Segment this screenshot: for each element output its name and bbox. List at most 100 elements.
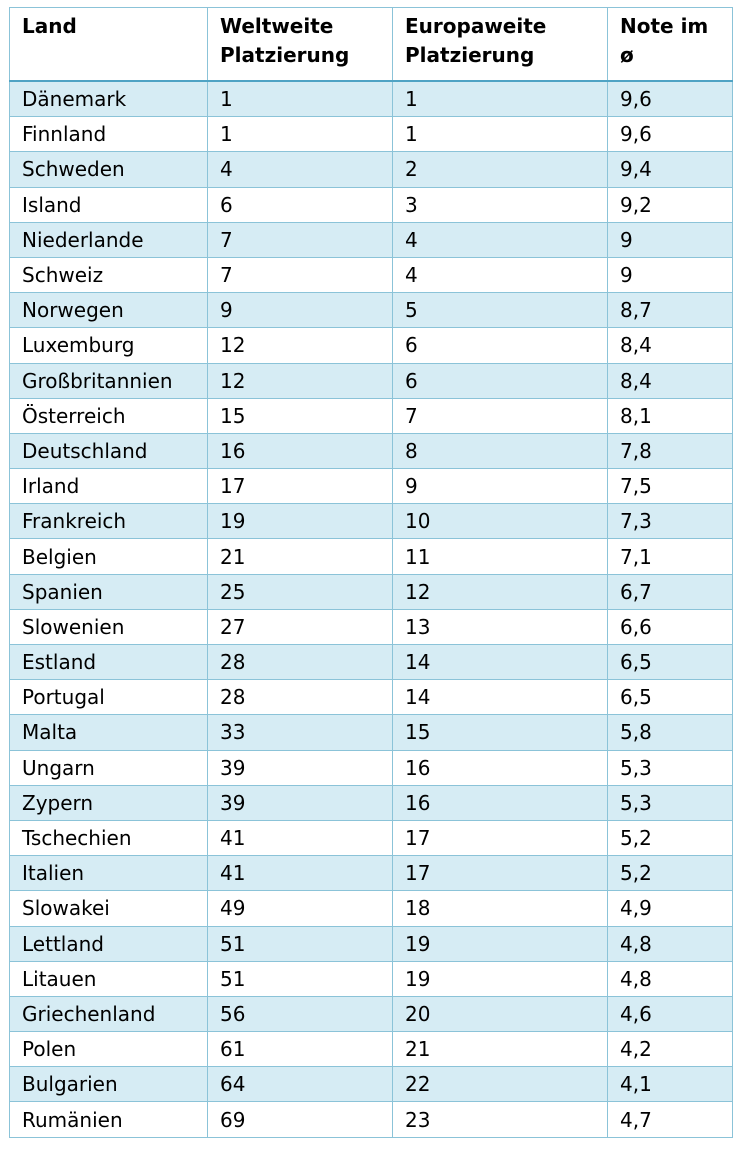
cell-weltweite-platzierung: 25	[207, 574, 393, 610]
cell-note: 4,6	[607, 996, 733, 1033]
cell-land: Spanien	[9, 574, 208, 610]
cell-weltweite-platzierung: 7	[207, 257, 393, 294]
cell-note: 7,5	[607, 468, 733, 505]
cell-weltweite-platzierung: 15	[207, 398, 393, 434]
cell-note: 8,7	[607, 292, 733, 329]
cell-weltweite-platzierung: 41	[207, 820, 393, 857]
cell-note: 9,6	[607, 81, 733, 118]
cell-europaweite-platzierung: 14	[392, 679, 608, 716]
cell-europaweite-platzierung: 12	[392, 574, 608, 610]
table-row: Island 6 3 9,2	[9, 187, 733, 223]
cell-land: Norwegen	[9, 292, 208, 329]
cell-weltweite-platzierung: 51	[207, 926, 393, 962]
cell-weltweite-platzierung: 64	[207, 1066, 393, 1103]
table-row: Portugal 28 14 6,5	[9, 679, 733, 716]
cell-europaweite-platzierung: 5	[392, 292, 608, 329]
cell-europaweite-platzierung: 15	[392, 714, 608, 751]
cell-europaweite-platzierung: 23	[392, 1101, 608, 1138]
cell-europaweite-platzierung: 3	[392, 187, 608, 223]
cell-weltweite-platzierung: 21	[207, 538, 393, 575]
cell-note: 7,3	[607, 503, 733, 540]
table-row: Frankreich 19 10 7,3	[9, 503, 733, 540]
cell-note: 5,2	[607, 855, 733, 892]
cell-note: 8,1	[607, 398, 733, 434]
table-row: Griechenland 56 20 4,6	[9, 996, 733, 1033]
cell-note: 6,5	[607, 679, 733, 716]
header-note: Note im ø	[607, 7, 733, 82]
cell-land: Polen	[9, 1031, 208, 1068]
cell-note: 4,8	[607, 961, 733, 997]
table-row: Dänemark 1 1 9,6	[9, 81, 733, 118]
cell-land: Österreich	[9, 398, 208, 434]
cell-land: Rumänien	[9, 1101, 208, 1138]
table-row: Italien 41 17 5,2	[9, 855, 733, 892]
cell-weltweite-platzierung: 51	[207, 961, 393, 997]
cell-weltweite-platzierung: 41	[207, 855, 393, 892]
cell-land: Ungarn	[9, 750, 208, 786]
cell-europaweite-platzierung: 6	[392, 363, 608, 399]
cell-europaweite-platzierung: 22	[392, 1066, 608, 1103]
cell-note: 5,2	[607, 820, 733, 857]
header-land: Land	[9, 7, 208, 82]
table-row: Luxemburg 12 6 8,4	[9, 327, 733, 364]
cell-europaweite-platzierung: 19	[392, 926, 608, 962]
cell-weltweite-platzierung: 33	[207, 714, 393, 751]
cell-weltweite-platzierung: 6	[207, 187, 393, 223]
table-row: Bulgarien 64 22 4,1	[9, 1066, 733, 1103]
cell-weltweite-platzierung: 12	[207, 327, 393, 364]
table-row: Deutschland 16 8 7,8	[9, 433, 733, 470]
table-row: Österreich 15 7 8,1	[9, 398, 733, 434]
table-row: Slowakei 49 18 4,9	[9, 890, 733, 927]
cell-note: 8,4	[607, 363, 733, 399]
cell-europaweite-platzierung: 7	[392, 398, 608, 434]
cell-weltweite-platzierung: 7	[207, 222, 393, 258]
table-row: Schweden 4 2 9,4	[9, 151, 733, 188]
cell-europaweite-platzierung: 17	[392, 820, 608, 857]
cell-europaweite-platzierung: 1	[392, 116, 608, 153]
cell-note: 9,4	[607, 151, 733, 188]
cell-weltweite-platzierung: 28	[207, 679, 393, 716]
cell-note: 4,1	[607, 1066, 733, 1103]
cell-land: Slowakei	[9, 890, 208, 927]
table-row: Norwegen 9 5 8,7	[9, 292, 733, 329]
cell-note: 5,3	[607, 785, 733, 821]
cell-note: 9	[607, 257, 733, 294]
table-row: Polen 61 21 4,2	[9, 1031, 733, 1068]
cell-europaweite-platzierung: 1	[392, 81, 608, 118]
cell-note: 7,8	[607, 433, 733, 470]
cell-europaweite-platzierung: 16	[392, 785, 608, 821]
cell-land: Italien	[9, 855, 208, 892]
cell-land: Niederlande	[9, 222, 208, 258]
header-europaweite-platzierung-text: Europaweite Platzierung	[405, 14, 547, 67]
cell-weltweite-platzierung: 9	[207, 292, 393, 329]
cell-land: Frankreich	[9, 503, 208, 540]
cell-weltweite-platzierung: 17	[207, 468, 393, 505]
cell-europaweite-platzierung: 21	[392, 1031, 608, 1068]
cell-land: Finnland	[9, 116, 208, 153]
cell-europaweite-platzierung: 11	[392, 538, 608, 575]
cell-land: Estland	[9, 644, 208, 681]
cell-europaweite-platzierung: 16	[392, 750, 608, 786]
cell-land: Litauen	[9, 961, 208, 997]
cell-europaweite-platzierung: 17	[392, 855, 608, 892]
cell-weltweite-platzierung: 4	[207, 151, 393, 188]
cell-europaweite-platzierung: 18	[392, 890, 608, 927]
cell-europaweite-platzierung: 19	[392, 961, 608, 997]
cell-europaweite-platzierung: 2	[392, 151, 608, 188]
cell-note: 4,7	[607, 1101, 733, 1138]
cell-weltweite-platzierung: 16	[207, 433, 393, 470]
header-note-text: Note im ø	[620, 14, 709, 67]
table-row: Großbritannien 12 6 8,4	[9, 363, 733, 399]
cell-note: 8,4	[607, 327, 733, 364]
header-row: Land Weltweite Platzierung Europaweite P…	[9, 7, 733, 82]
cell-weltweite-platzierung: 49	[207, 890, 393, 927]
cell-note: 5,8	[607, 714, 733, 751]
cell-europaweite-platzierung: 9	[392, 468, 608, 505]
cell-land: Bulgarien	[9, 1066, 208, 1103]
table-row: Finnland 1 1 9,6	[9, 116, 733, 153]
cell-note: 9,6	[607, 116, 733, 153]
cell-note: 7,1	[607, 538, 733, 575]
cell-land: Irland	[9, 468, 208, 505]
table-row: Zypern 39 16 5,3	[9, 785, 733, 821]
